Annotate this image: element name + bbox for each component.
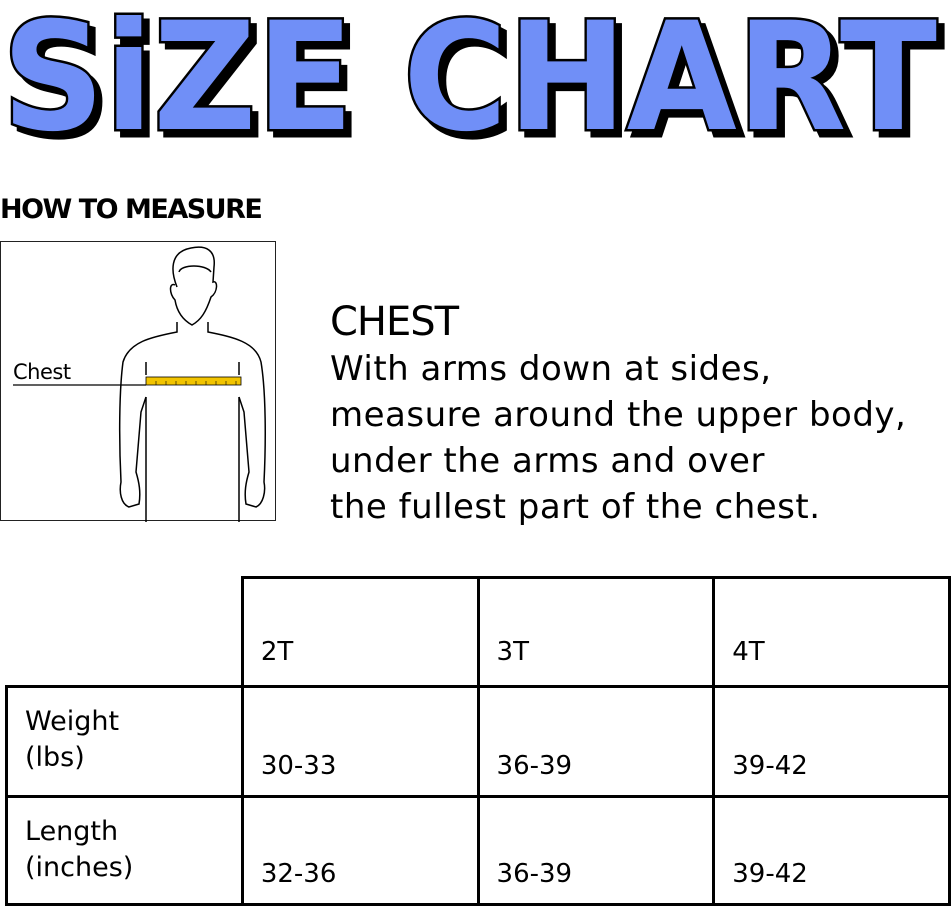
row-label: Weight (lbs)	[5, 685, 244, 798]
title-text: SiZE CHART	[2, 0, 937, 165]
table-cell: 36-39	[476, 685, 716, 798]
table-cell: 36-39	[476, 795, 716, 906]
measuring-tape	[145, 376, 242, 386]
table-cell: 39-42	[712, 685, 951, 798]
table-cell: 39-42	[712, 795, 951, 906]
chest-label: Chest	[13, 360, 71, 384]
size-chart-title: SiZE CHART	[0, 0, 951, 168]
row-label-line: Length	[25, 816, 119, 847]
column-header: 2T	[240, 576, 480, 688]
measure-figure: Chest	[0, 241, 276, 522]
size-table: 2T 3T 4T Weight (lbs) 30-33 36-39 39-42 L…	[5, 576, 951, 906]
chest-heading: CHEST	[330, 299, 459, 345]
body-outline-illustration	[13, 246, 266, 522]
empty-corner-cell	[6, 577, 244, 688]
row-label-unit: (lbs)	[25, 742, 85, 773]
table-row: Weight (lbs) 30-33 36-39 39-42	[5, 685, 951, 798]
table-row: Length (inches) 32-36 36-39 39-42	[5, 795, 951, 906]
description-line: With arms down at sides,	[330, 349, 772, 389]
table-cell: 30-33	[240, 685, 480, 798]
how-to-measure-heading: HOW TO MEASURE	[0, 194, 263, 225]
row-label-line: Weight	[25, 706, 120, 737]
table-cell: 32-36	[240, 795, 480, 906]
chest-description: CHEST With arms down at sides, measure a…	[330, 298, 906, 530]
description-line: under the arms and over	[330, 441, 765, 481]
column-header: 4T	[712, 576, 951, 688]
row-label-unit: (inches)	[25, 852, 134, 883]
table-header-row: 2T 3T 4T	[6, 576, 951, 688]
description-line: measure around the upper body,	[330, 395, 907, 435]
row-label: Length (inches)	[5, 795, 244, 906]
description-line: the fullest part of the chest.	[330, 487, 821, 527]
column-header: 3T	[476, 576, 716, 688]
